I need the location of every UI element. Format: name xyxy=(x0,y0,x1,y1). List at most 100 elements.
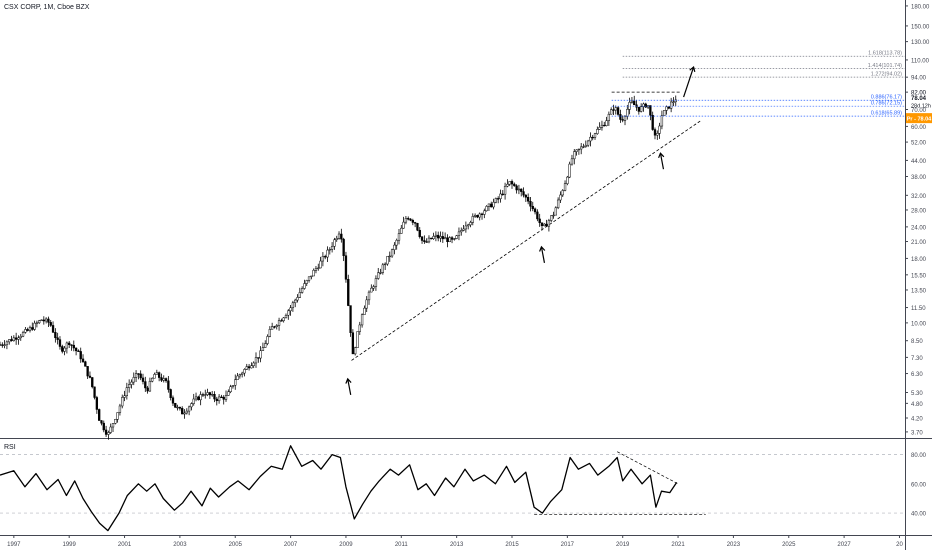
candle-body xyxy=(573,151,576,160)
candle-body xyxy=(19,335,22,339)
candle-body xyxy=(266,336,269,344)
price-tick-label: 60.00 xyxy=(911,125,927,131)
candle-body xyxy=(540,222,544,226)
price-tick-label: 10.00 xyxy=(911,321,927,327)
candle-body xyxy=(199,394,202,401)
candle-body xyxy=(395,239,398,246)
candle-body xyxy=(510,181,514,185)
candle-body xyxy=(499,193,502,200)
candle-body xyxy=(194,396,198,400)
candle-body xyxy=(146,387,149,392)
candle-body xyxy=(460,230,463,233)
candle-body xyxy=(68,342,71,345)
candle-body xyxy=(42,319,45,322)
candle-body xyxy=(441,236,444,240)
candle-body xyxy=(526,197,530,202)
candle-body xyxy=(250,365,253,369)
candle-body xyxy=(582,146,585,148)
chart-title: CSX CORP, 1M, Cboe BZX xyxy=(4,4,90,11)
candle-body xyxy=(26,329,29,331)
candle-body xyxy=(570,158,574,165)
candle-body xyxy=(393,244,396,251)
fib-level-label: 0.786(72.15) xyxy=(871,101,902,107)
candle-body xyxy=(38,320,41,324)
time-tick-label: 2005 xyxy=(229,542,243,548)
candle-body xyxy=(319,260,322,269)
candle-body xyxy=(610,109,613,115)
candle-body xyxy=(330,246,334,250)
candle-body xyxy=(70,344,73,346)
candle-body xyxy=(603,124,606,127)
candle-body xyxy=(437,234,440,239)
candle-body xyxy=(217,396,221,402)
candle-body xyxy=(637,106,641,112)
candle-body xyxy=(28,327,32,331)
candle-body xyxy=(181,408,184,415)
candle-body xyxy=(593,133,597,138)
candle-body xyxy=(554,207,557,216)
candle-body xyxy=(533,208,537,213)
candle-body xyxy=(333,239,336,247)
price-tick-label: 8.50 xyxy=(911,339,923,345)
price-tick-label: 150.00 xyxy=(911,24,930,30)
price-tick-label: 38.00 xyxy=(911,175,927,181)
candle-body xyxy=(351,332,355,355)
candle-body xyxy=(416,223,419,231)
price-tick-label: 13.50 xyxy=(911,288,927,294)
candle-body xyxy=(241,372,244,375)
candle-body xyxy=(192,398,195,404)
candle-body xyxy=(321,256,325,262)
candle-body xyxy=(220,396,223,398)
candle-body xyxy=(605,120,608,126)
price-tick-label: 11.50 xyxy=(911,306,926,312)
candle-body xyxy=(658,125,661,134)
candle-body xyxy=(529,200,532,207)
candle-body xyxy=(116,412,119,420)
candle-body xyxy=(556,199,560,209)
candle-body xyxy=(667,106,670,109)
candle-body xyxy=(497,198,500,200)
candle-body xyxy=(453,238,456,240)
breakout-arrow xyxy=(683,65,696,98)
candle-body xyxy=(114,419,117,424)
candle-body xyxy=(381,264,384,273)
candle-body xyxy=(404,218,408,223)
candle-body xyxy=(503,185,507,195)
candle-body xyxy=(660,115,664,127)
candle-body xyxy=(190,403,193,408)
candle-body xyxy=(132,377,135,383)
candle-body xyxy=(123,395,126,398)
candle-body xyxy=(254,357,258,364)
up-arrow xyxy=(345,377,352,396)
candle-body xyxy=(464,225,468,230)
candle-body xyxy=(12,337,15,341)
candle-body xyxy=(77,350,80,352)
time-tick-label: 2003 xyxy=(173,542,187,548)
candle-body xyxy=(204,394,207,396)
candle-body xyxy=(390,249,394,257)
candle-body xyxy=(600,124,604,128)
candle-body xyxy=(201,394,205,396)
candle-body xyxy=(480,213,484,215)
price-tick-label: 52.00 xyxy=(911,141,927,147)
candle-body xyxy=(84,361,87,367)
time-tick-label: 20 xyxy=(896,542,903,548)
candle-body xyxy=(21,332,25,337)
time-tick-label: 2015 xyxy=(505,542,519,548)
candle-body xyxy=(607,113,611,121)
candle-body xyxy=(294,299,297,304)
price-tick-label: 15.50 xyxy=(911,273,927,279)
candle-body xyxy=(494,198,498,203)
time-tick-label: 2001 xyxy=(118,542,132,548)
candle-body xyxy=(58,339,62,347)
candle-body xyxy=(171,397,175,404)
price-tick-label: 3.70 xyxy=(911,430,923,436)
candle-body xyxy=(17,337,20,340)
candle-body xyxy=(538,218,541,224)
candle-body xyxy=(56,337,59,340)
candle-body xyxy=(450,237,454,240)
candle-body xyxy=(282,317,285,321)
candle-body xyxy=(183,412,186,415)
candle-body xyxy=(243,369,246,374)
